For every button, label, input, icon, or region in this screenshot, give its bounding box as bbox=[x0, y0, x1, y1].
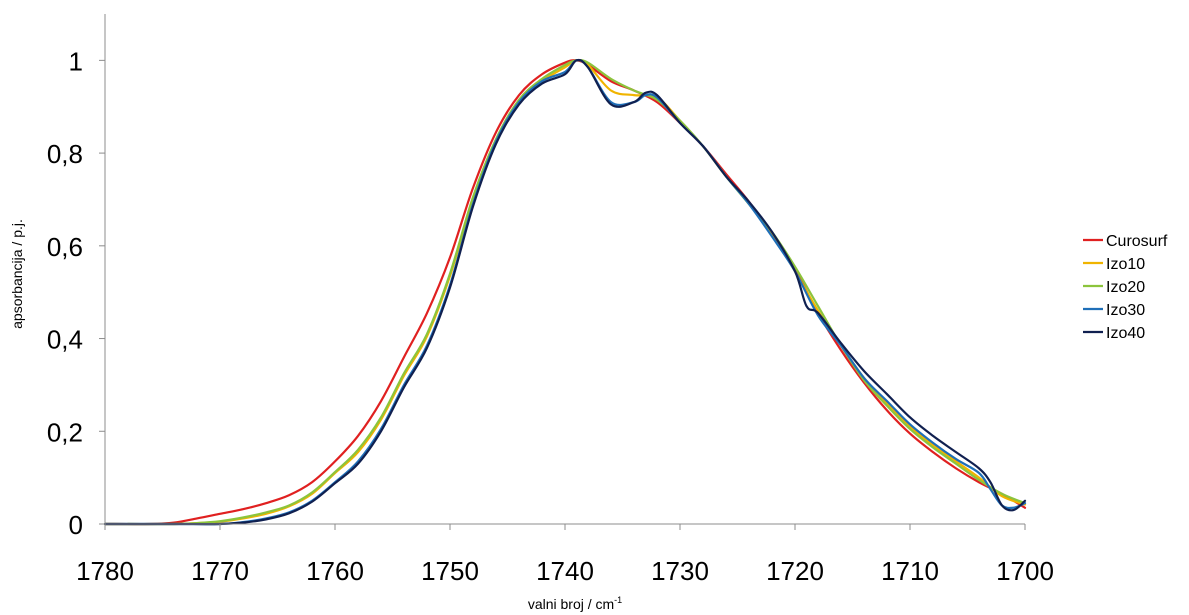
legend-label-curosurf: Curosurf bbox=[1106, 233, 1168, 250]
y-tick-label: 0,8 bbox=[47, 139, 83, 169]
series-line-curosurf bbox=[103, 59, 1027, 526]
y-tick-label: 0,6 bbox=[47, 232, 83, 262]
y-tick-label: 1 bbox=[69, 46, 83, 76]
y-tick-label: 0,2 bbox=[47, 417, 83, 447]
y-tick-label: 0,4 bbox=[47, 325, 83, 355]
series-line-izo40 bbox=[103, 58, 1027, 526]
x-tick-label: 1710 bbox=[881, 556, 939, 586]
series-line-izo10 bbox=[103, 59, 1027, 526]
x-axis-label-text: valni broj / cm bbox=[528, 596, 614, 612]
legend-label-izo40: Izo40 bbox=[1106, 325, 1145, 342]
x-tick-label: 1730 bbox=[651, 556, 709, 586]
series-line-izo30 bbox=[103, 59, 1027, 526]
x-tick-label: 1750 bbox=[421, 556, 479, 586]
legend-label-izo20: Izo20 bbox=[1106, 279, 1145, 296]
x-tick-label: 1720 bbox=[766, 556, 824, 586]
y-tick-label: 0 bbox=[69, 510, 83, 540]
x-axis-label: valni broj / cm-1 bbox=[528, 595, 622, 612]
x-tick-label: 1770 bbox=[191, 556, 249, 586]
legend-label-izo30: Izo30 bbox=[1106, 302, 1145, 319]
x-tick-label: 1760 bbox=[306, 556, 364, 586]
y-axis-label: apsorbancija / p.j. bbox=[9, 219, 25, 329]
series-line-izo20 bbox=[103, 59, 1027, 526]
x-tick-label: 1740 bbox=[536, 556, 594, 586]
x-tick-label: 1780 bbox=[76, 556, 134, 586]
legend-label-izo10: Izo10 bbox=[1106, 256, 1145, 273]
x-tick-label: 1700 bbox=[996, 556, 1054, 586]
x-axis-label-superscript: -1 bbox=[614, 595, 622, 605]
